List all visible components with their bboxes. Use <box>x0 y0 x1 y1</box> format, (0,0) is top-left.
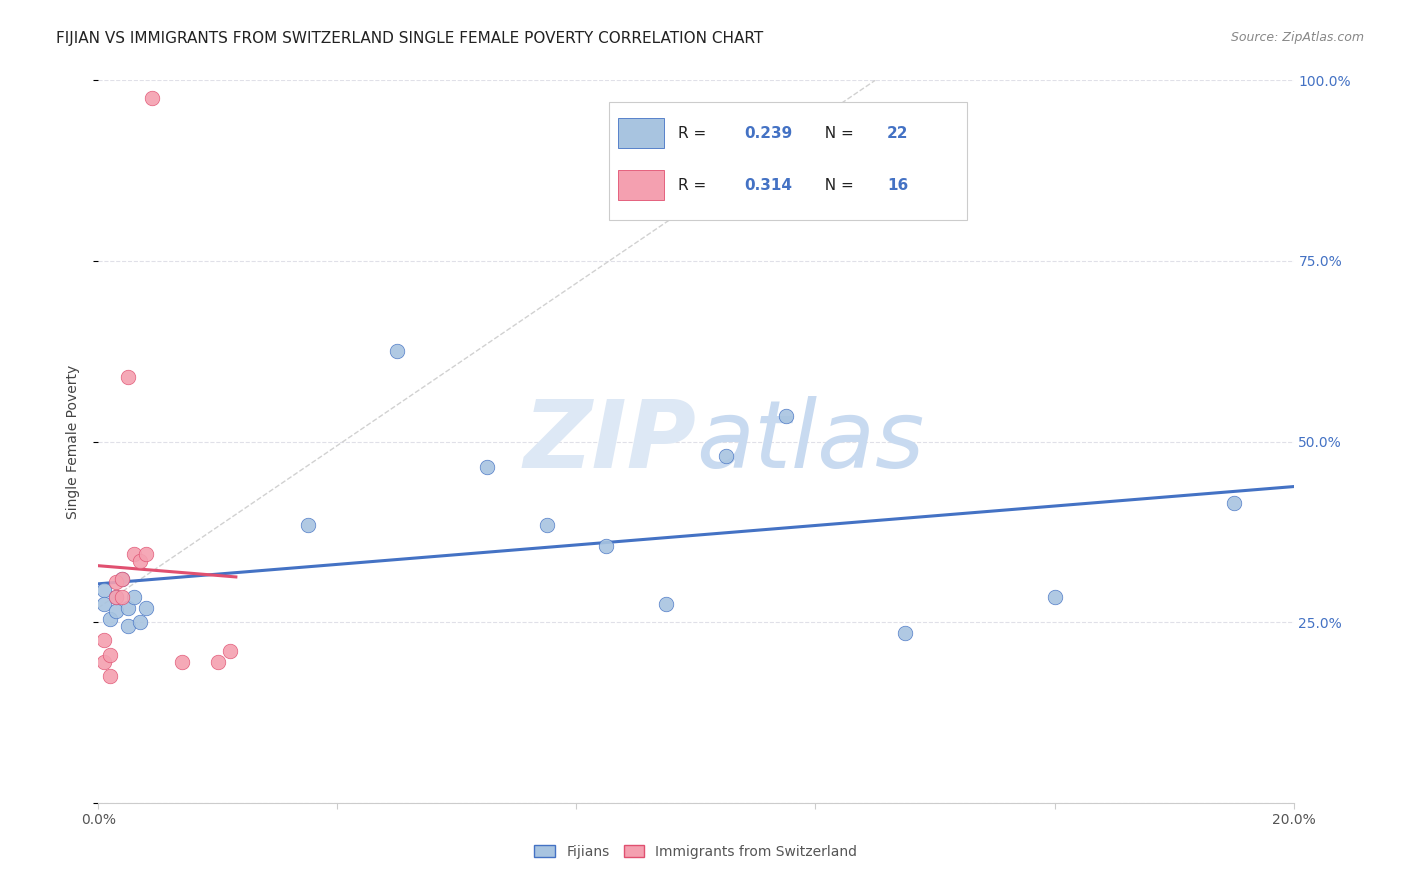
Point <box>1043 590 1066 604</box>
Point <box>1223 496 1246 510</box>
Point <box>536 517 558 532</box>
Point <box>111 590 134 604</box>
Text: ZIP: ZIP <box>523 395 696 488</box>
Point <box>93 582 115 597</box>
Point <box>135 547 157 561</box>
Point <box>129 615 152 630</box>
Point <box>117 619 139 633</box>
Point <box>93 597 115 611</box>
Point <box>111 572 134 586</box>
Point <box>124 590 146 604</box>
Point <box>385 344 409 359</box>
Point <box>207 655 229 669</box>
Point <box>135 600 157 615</box>
Text: Source: ZipAtlas.com: Source: ZipAtlas.com <box>1230 31 1364 45</box>
Point <box>93 655 115 669</box>
Point <box>98 611 122 625</box>
Point <box>714 449 737 463</box>
Point <box>219 644 242 658</box>
Point <box>172 655 194 669</box>
Point <box>117 369 139 384</box>
FancyBboxPatch shape <box>609 102 967 220</box>
Point <box>105 575 128 590</box>
Point <box>105 590 128 604</box>
Point <box>775 409 797 424</box>
Text: N =: N = <box>815 126 859 141</box>
Point <box>297 517 319 532</box>
Text: N =: N = <box>815 178 859 193</box>
Text: R =: R = <box>678 126 711 141</box>
Text: FIJIAN VS IMMIGRANTS FROM SWITZERLAND SINGLE FEMALE POVERTY CORRELATION CHART: FIJIAN VS IMMIGRANTS FROM SWITZERLAND SI… <box>56 31 763 46</box>
Text: 16: 16 <box>887 178 908 193</box>
Point <box>111 572 134 586</box>
Text: 0.314: 0.314 <box>744 178 792 193</box>
FancyBboxPatch shape <box>619 118 664 148</box>
Point <box>105 590 128 604</box>
Point <box>129 554 152 568</box>
Point <box>655 597 678 611</box>
Point <box>98 648 122 662</box>
Point <box>117 600 139 615</box>
Text: atlas: atlas <box>696 396 924 487</box>
Point <box>105 604 128 618</box>
Text: 0.239: 0.239 <box>744 126 792 141</box>
Legend: Fijians, Immigrants from Switzerland: Fijians, Immigrants from Switzerland <box>529 839 863 864</box>
Point <box>141 91 163 105</box>
Point <box>595 539 617 553</box>
Point <box>98 669 122 683</box>
Text: R =: R = <box>678 178 711 193</box>
Point <box>894 626 917 640</box>
Point <box>475 459 498 474</box>
FancyBboxPatch shape <box>619 170 664 201</box>
Text: 22: 22 <box>887 126 908 141</box>
Y-axis label: Single Female Poverty: Single Female Poverty <box>66 365 80 518</box>
Point <box>93 633 115 648</box>
Point <box>124 547 146 561</box>
